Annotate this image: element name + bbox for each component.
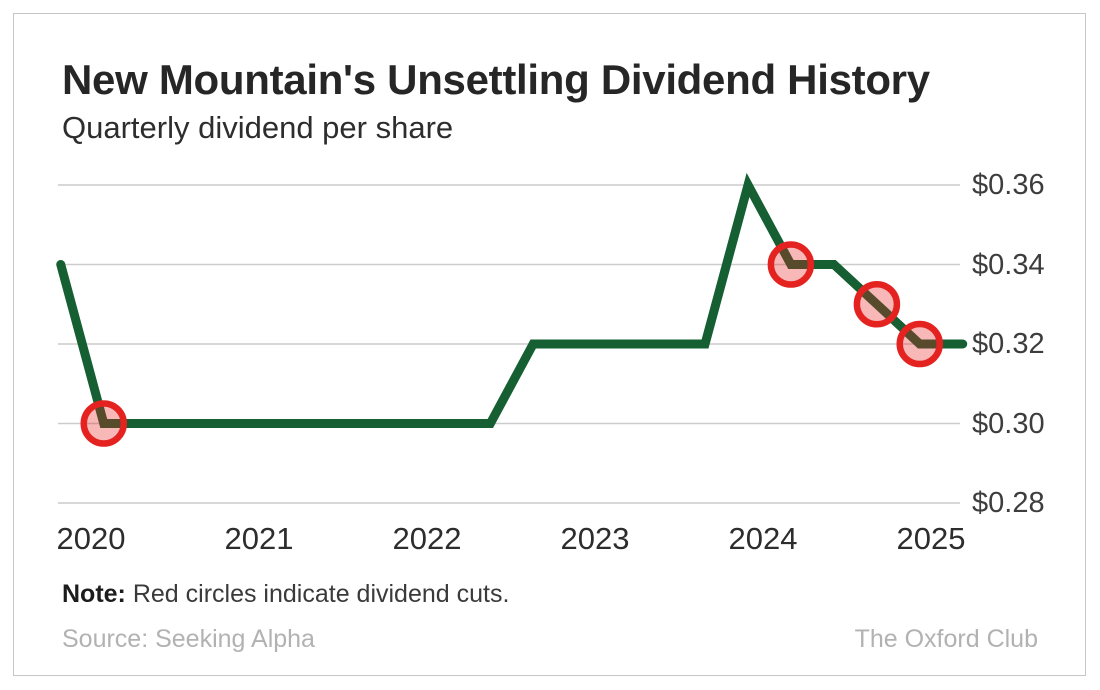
y-axis-label: $0.30 [972, 407, 1045, 440]
dividend-cut-marker [767, 241, 815, 288]
y-axis-label: $0.32 [972, 328, 1045, 360]
chart-note: Note: Red circles indicate dividend cuts… [62, 580, 509, 609]
dividend-line [56, 172, 968, 428]
note-label: Note: [62, 580, 126, 608]
y-axis-label: $0.28 [972, 487, 1045, 519]
x-axis-label: 2024 [728, 521, 798, 556]
dividend-cut-marker [896, 320, 943, 368]
x-axis-label: 2023 [560, 521, 630, 556]
x-axis-label: 2020 [56, 521, 126, 556]
page-title: New Mountain's Unsettling Dividend Histo… [62, 56, 930, 103]
y-axis-label: $0.34 [972, 248, 1045, 281]
dividend-cut-marker [853, 281, 901, 328]
brand-credit: The Oxford Club [854, 625, 1038, 653]
x-axis-label: 2025 [896, 521, 966, 556]
page-subtitle: Quarterly dividend per share [62, 110, 454, 145]
x-axis-label: 2021 [224, 521, 294, 556]
y-axis-label: $0.36 [972, 169, 1045, 201]
note-text: Red circles indicate dividend cuts. [125, 580, 510, 608]
x-axis-label: 2022 [392, 521, 462, 556]
source-credit: Source: Seeking Alpha [62, 625, 315, 653]
dividend-cut-marker [80, 400, 128, 447]
